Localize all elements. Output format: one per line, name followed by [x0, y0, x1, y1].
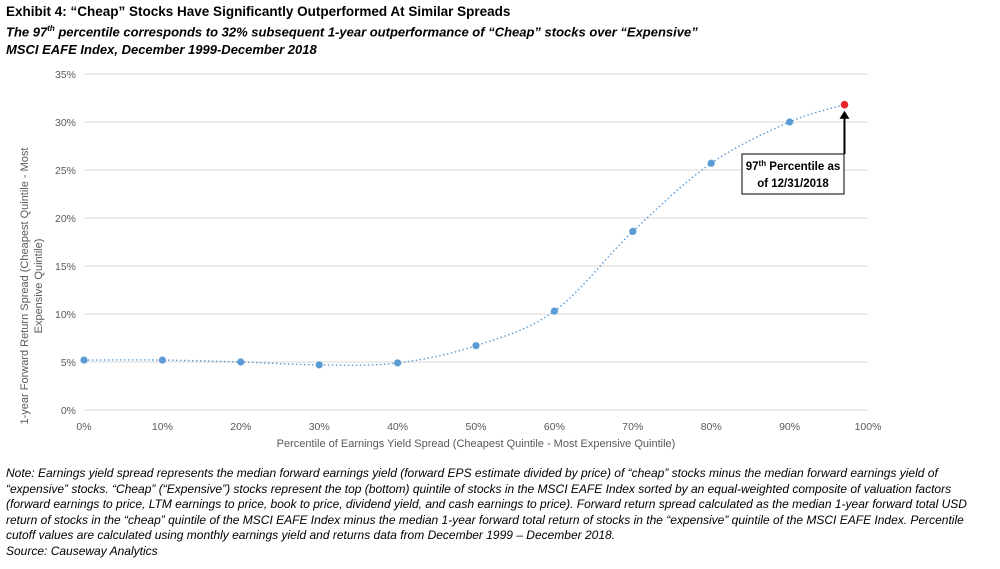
y-tick-label: 25%: [55, 165, 76, 177]
x-tick-label: 70%: [622, 421, 643, 433]
y-tick-label: 30%: [55, 117, 76, 129]
subtitle-pre: The 97: [6, 24, 48, 40]
x-tick-label: 90%: [779, 421, 800, 433]
data-point: [237, 358, 245, 366]
x-tick-label: 50%: [465, 421, 486, 433]
annotation-box: [741, 153, 845, 195]
data-point: [315, 361, 323, 369]
x-axis-ticks: 0% 10% 20% 30% 40% 50% 60% 70% 80% 90% 100%: [76, 421, 881, 433]
trendline: [83, 104, 845, 366]
chart-title: Exhibit 4: “Cheap” Stocks Have Significa…: [6, 4, 511, 19]
annotation-callout: 97th Percentile as of 12/31/2018: [741, 110, 850, 195]
x-tick-label: 20%: [230, 421, 251, 433]
x-tick-label: 100%: [855, 421, 882, 433]
data-point: [707, 159, 715, 167]
data-point: [550, 307, 559, 315]
x-tick-label: 0%: [76, 421, 91, 433]
annotation-sup: th: [759, 159, 767, 168]
annotation-line2: of 12/31/2018: [757, 178, 829, 190]
annotation-post: Percentile as: [766, 161, 840, 173]
annotation-pre: 97: [746, 161, 759, 173]
chart-subtitle: The 97th percentile corresponds to 32% s…: [6, 24, 698, 39]
y-tick-label: 20%: [55, 213, 76, 225]
y-tick-label: 35%: [55, 69, 76, 81]
x-tick-label: 10%: [152, 421, 173, 433]
footnote-note: Note: Earnings yield spread represents t…: [6, 466, 967, 543]
highlight-point: [840, 100, 849, 109]
data-point: [629, 227, 637, 236]
x-tick-label: 60%: [544, 421, 565, 433]
x-tick-label: 30%: [309, 421, 330, 433]
chart-subtitle-2: MSCI EAFE Index, December 1999-December …: [6, 42, 317, 57]
annotation-line1: 97th Percentile as: [746, 159, 841, 173]
y-tick-label: 0%: [61, 405, 76, 417]
x-axis-label: Percentile of Earnings Yield Spread (Che…: [277, 438, 676, 450]
subtitle-post: percentile corresponds to 32% subsequent…: [54, 24, 698, 40]
data-point: [786, 118, 794, 126]
data-point: [472, 342, 480, 350]
y-axis-label-line1: 1-year Forward Return Spread (Cheapest Q…: [19, 148, 31, 425]
data-point: [158, 356, 166, 364]
y-axis-ticks: 0% 5% 10% 15% 20% 25% 30% 35%: [55, 69, 76, 417]
y-tick-label: 5%: [61, 357, 76, 369]
chart: 0% 5% 10% 15% 20% 25% 30% 35% 0% 10% 20% 30% 40% 50%…: [19, 69, 881, 450]
data-points: [80, 100, 849, 369]
footnote: Note: Earnings yield spread represents t…: [6, 466, 996, 560]
data-point: [80, 356, 88, 364]
x-tick-label: 80%: [701, 421, 722, 433]
footnote-source: Source: Causeway Analytics: [6, 543, 158, 558]
subtitle-sup: th: [47, 24, 55, 33]
gridlines: [84, 73, 868, 411]
y-tick-label: 10%: [55, 309, 76, 321]
data-point: [394, 359, 402, 367]
x-tick-label: 40%: [387, 421, 408, 433]
y-axis-label-line2: Expensive Quintile): [33, 239, 45, 334]
y-tick-label: 15%: [55, 261, 76, 273]
annotation-arrowhead: [839, 110, 850, 119]
